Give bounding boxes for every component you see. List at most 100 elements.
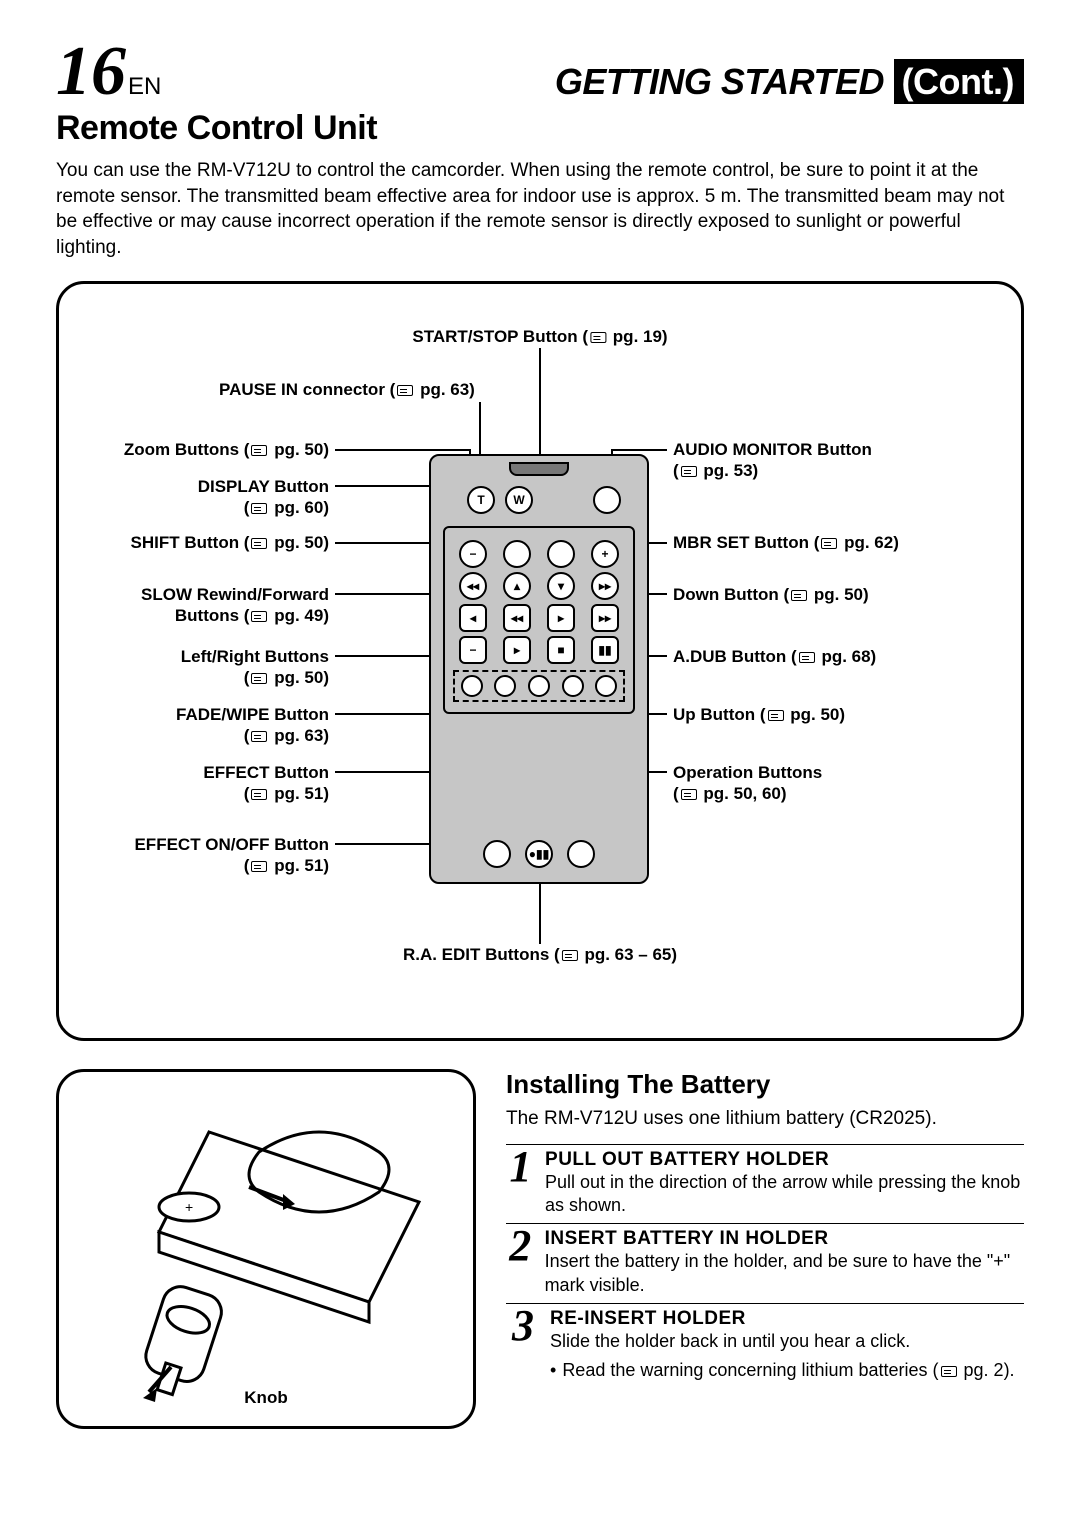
step-text: Pull out in the direction of the arrow w… [545,1171,1024,1218]
page-lang: EN [128,73,161,100]
effect-onoff-button: ●▮▮ [525,840,553,868]
page-ref-icon [251,731,267,742]
fade-wipe-button: − [459,636,487,664]
step-2: 2 INSERT BATTERY IN HOLDER Insert the ba… [506,1228,1024,1297]
knob-label: Knob [244,1388,287,1408]
step-number: 1 [506,1147,535,1187]
page-ref-icon [251,673,267,684]
ff-button: ▸▸ [591,604,619,632]
mbr-set-button: + [591,540,619,568]
remote-body: T W − + ◂◂ ▴ ▾ ▸▸ ◂ ◂◂ ▸ ▸▸ [429,454,649,884]
remote-panel: − + ◂◂ ▴ ▾ ▸▸ ◂ ◂◂ ▸ ▸▸ − ▸ ■ ▮▮ [443,526,635,714]
bottom-buttons: ●▮▮ [483,840,595,868]
page-ref-icon [590,332,606,343]
label-mbr-set: MBR SET Button ( pg. 62) [673,532,973,553]
label-effect: EFFECT Button( pg. 51) [85,762,329,805]
battery-section: + Knob Installing The Ba [56,1069,1024,1429]
page-number-block: 16EN [56,40,161,103]
audio-monitor-button [547,540,575,568]
label-shift: SHIFT Button ( pg. 50) [85,532,329,553]
label-left-right: Left/Right Buttons( pg. 50) [85,646,329,689]
label-pause-in: PAUSE IN connector ( pg. 63) [219,379,475,400]
label-audio-monitor: AUDIO MONITOR Button( pg. 53) [673,439,953,482]
step-number: 3 [506,1306,540,1346]
step-text: Insert the battery in the holder, and be… [545,1250,1024,1297]
slow-fwd-button: ▸▸ [591,572,619,600]
step-title: RE-INSERT HOLDER [550,1308,910,1330]
page-ref-icon [397,385,413,396]
label-up: Up Button ( pg. 50) [673,704,973,725]
section-intro: You can use the RM-V712U to control the … [56,158,1024,261]
page-ref-icon [821,538,837,549]
adub-button [567,840,595,868]
page-ref-icon [681,789,697,800]
ra-edit-button [461,675,483,697]
label-effect-onoff: EFFECT ON/OFF Button( pg. 51) [85,834,329,877]
pause-button: ▮▮ [591,636,619,664]
svg-text:+: + [185,1199,193,1215]
step-title: INSERT BATTERY IN HOLDER [545,1228,1024,1250]
step-1: 1 PULL OUT BATTERY HOLDER Pull out in th… [506,1149,1024,1218]
page-ref-icon [251,503,267,514]
page-ref-icon [768,710,784,721]
chapter-title: GETTING STARTED (Cont.) [555,61,1024,103]
bullet-dot: • [550,1360,556,1381]
battery-title: Installing The Battery [506,1069,1024,1100]
label-down: Down Button ( pg. 50) [673,584,973,605]
label-adub: A.DUB Button ( pg. 68) [673,646,973,667]
zoom-w-button: W [505,486,533,514]
page-ref-icon [251,538,267,549]
step-number: 2 [506,1226,535,1266]
page-ref-icon [251,445,267,456]
slow-rew-button: ◂◂ [459,572,487,600]
page-ref-icon [251,789,267,800]
battery-instructions: Installing The Battery The RM-V712U uses… [506,1069,1024,1429]
zoom-t-button: T [467,486,495,514]
page-ref-icon [941,1366,957,1377]
label-ra-edit: R.A. EDIT Buttons ( pg. 63 – 65) [403,944,677,965]
ra-edit-button [494,675,516,697]
ra-edit-group [453,670,625,702]
step-text: Slide the holder back in until you hear … [550,1330,910,1353]
label-fade-wipe: FADE/WIPE Button( pg. 63) [85,704,329,747]
step-3: 3 RE-INSERT HOLDER Slide the holder back… [506,1308,1024,1353]
label-slow: SLOW Rewind/ForwardButtons ( pg. 49) [85,584,329,627]
start-stop-button [593,486,621,514]
label-start-stop: START/STOP Button ( pg. 19) [412,326,667,347]
page-ref-icon [799,652,815,663]
label-operation: Operation Buttons( pg. 50, 60) [673,762,973,805]
page-ref-icon [251,611,267,622]
down-button: ▾ [547,572,575,600]
ra-edit-button [562,675,584,697]
page-ref-icon [681,466,697,477]
label-display: DISPLAY Button( pg. 60) [119,476,329,519]
ra-edit-button [528,675,550,697]
chapter-cont: (Cont.) [894,59,1024,104]
section-title: Remote Control Unit [56,109,1024,148]
play-button: ▸ [547,604,575,632]
stop-button: ■ [547,636,575,664]
page-ref-icon [562,950,578,961]
battery-illustration: + [59,1072,479,1432]
effect-button [483,840,511,868]
divider [506,1144,1024,1145]
ir-window-icon [509,462,569,476]
chapter-name: GETTING STARTED [555,61,884,102]
right-button: ▸ [503,636,531,664]
rew-button: ◂◂ [503,604,531,632]
ra-edit-button [595,675,617,697]
up-button: ▴ [503,572,531,600]
warning-bullet: • Read the warning concerning lithium ba… [550,1360,1024,1381]
divider [506,1303,1024,1304]
page-ref-icon [791,590,807,601]
divider [506,1223,1024,1224]
remote-diagram: START/STOP Button ( pg. 19) PAUSE IN con… [56,281,1024,1041]
display-button [503,540,531,568]
shift-button: − [459,540,487,568]
label-zoom: Zoom Buttons ( pg. 50) [119,439,329,460]
zoom-buttons-area: T W [467,486,533,514]
page-number: 16 [56,33,126,110]
page-header: 16EN GETTING STARTED (Cont.) [56,40,1024,103]
step-title: PULL OUT BATTERY HOLDER [545,1149,1024,1171]
battery-figure: + Knob [56,1069,476,1429]
